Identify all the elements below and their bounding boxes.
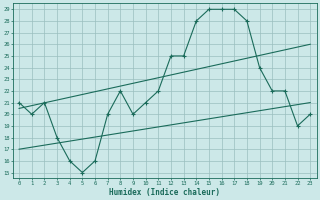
X-axis label: Humidex (Indice chaleur): Humidex (Indice chaleur) <box>109 188 220 197</box>
